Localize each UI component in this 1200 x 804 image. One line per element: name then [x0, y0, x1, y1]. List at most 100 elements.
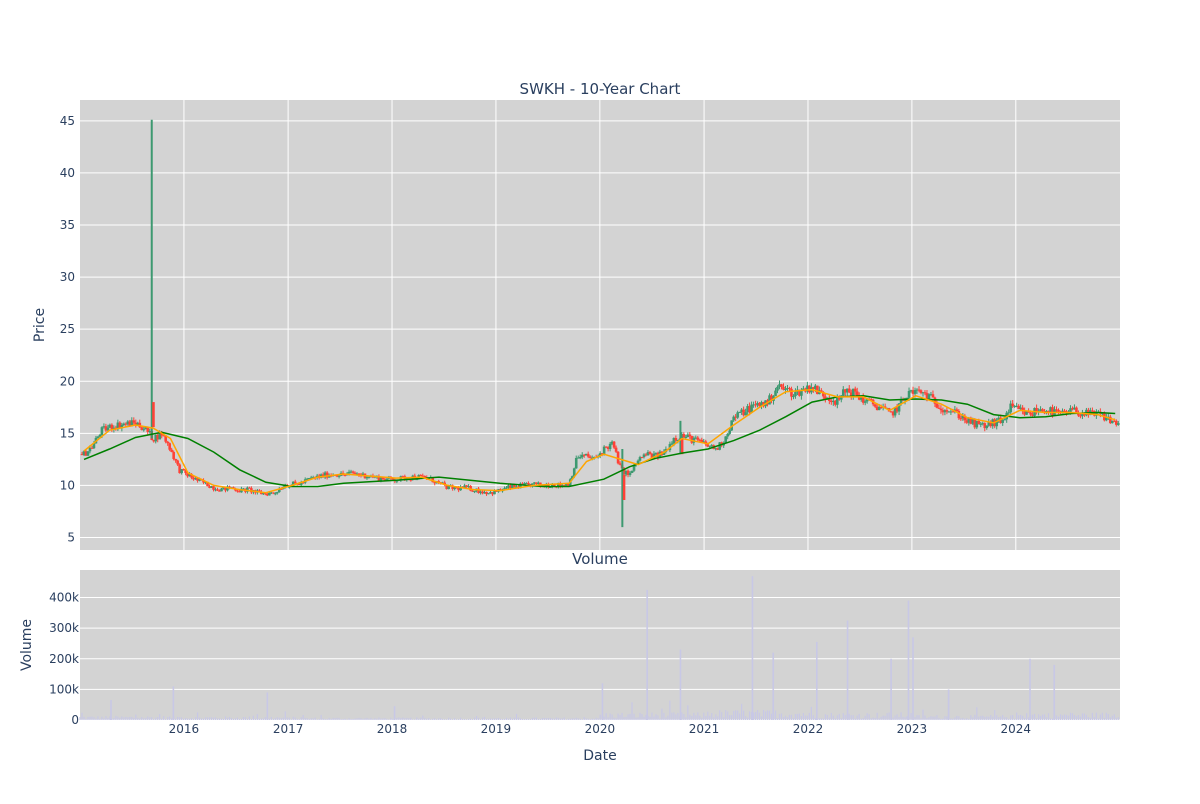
- volume-bar: [556, 717, 557, 720]
- volume-bar: [368, 719, 369, 720]
- volume-bar: [757, 710, 758, 720]
- date-x-tick-label: 2021: [689, 722, 720, 736]
- candle-body: [776, 387, 779, 391]
- volume-bar: [416, 717, 417, 720]
- volume-bar: [833, 716, 834, 720]
- volume-bar: [147, 717, 148, 720]
- volume-bar: [79, 717, 80, 720]
- volume-bar: [512, 719, 513, 720]
- volume-bar: [406, 718, 407, 720]
- candle-body: [527, 483, 530, 484]
- candle-body: [728, 430, 731, 433]
- volume-bar: [799, 713, 800, 720]
- candle-body: [938, 408, 941, 409]
- volume-bar: [239, 719, 240, 720]
- candle-body: [784, 389, 787, 390]
- volume-bar: [827, 715, 828, 720]
- volume-bar: [103, 718, 104, 720]
- volume-bar: [747, 717, 748, 720]
- volume-bar: [257, 714, 258, 720]
- volume-bar: [285, 711, 286, 720]
- volume-bar: [269, 719, 270, 720]
- volume-bar: [498, 718, 499, 720]
- volume-bar: [1116, 718, 1117, 720]
- volume-bar: [1036, 718, 1037, 720]
- volume-bar: [259, 719, 260, 720]
- volume-bar: [279, 718, 280, 720]
- volume-bar: [723, 717, 724, 720]
- volume-bar: [608, 717, 609, 720]
- volume-bar: [143, 718, 144, 720]
- candle-body: [738, 412, 741, 413]
- volume-bar: [1020, 715, 1021, 720]
- volume-bar: [331, 719, 332, 720]
- candle-body: [603, 447, 606, 454]
- volume-bar: [1004, 717, 1005, 720]
- volume-bar: [1078, 715, 1079, 720]
- volume-bar: [215, 717, 216, 720]
- volume-bar: [386, 719, 387, 720]
- volume-bar: [261, 718, 262, 720]
- volume-bar: [309, 719, 310, 720]
- candle-body: [338, 476, 341, 477]
- volume-bar: [685, 717, 686, 720]
- volume-bar: [110, 700, 112, 720]
- volume-bar: [857, 716, 858, 720]
- volume-bar: [892, 718, 893, 720]
- volume-bar: [646, 590, 648, 720]
- price-y-tick-label: 25: [60, 322, 75, 336]
- volume-bar: [1038, 714, 1039, 720]
- volume-bar: [81, 713, 82, 720]
- volume-bar: [303, 715, 304, 720]
- volume-bar: [89, 717, 90, 720]
- volume-bar: [366, 718, 367, 720]
- volume-bar: [807, 716, 808, 720]
- volume-bar: [729, 715, 730, 720]
- volume-bar: [249, 717, 250, 720]
- volume-bar: [717, 716, 718, 720]
- date-x-tick-label: 2024: [1001, 722, 1032, 736]
- volume-bar: [765, 711, 766, 720]
- volume-bar: [97, 716, 98, 720]
- volume-bar: [673, 712, 674, 720]
- volume-bar: [974, 715, 975, 720]
- volume-bar: [376, 719, 377, 720]
- price-axis-title: Price: [32, 308, 48, 342]
- volume-bar: [855, 719, 856, 720]
- volume-bar: [898, 717, 899, 720]
- volume-bar: [793, 718, 794, 720]
- candle-body: [689, 435, 692, 437]
- volume-bar: [237, 718, 238, 720]
- date-axis-title: Date: [583, 748, 616, 764]
- volume-bar: [1028, 717, 1029, 720]
- volume-bar: [446, 719, 447, 720]
- volume-bar: [129, 717, 130, 720]
- candle-body: [174, 459, 177, 461]
- volume-bar: [998, 717, 999, 720]
- volume-bar: [881, 717, 882, 720]
- volume-bar: [1072, 713, 1073, 720]
- volume-bar: [305, 718, 306, 720]
- candle-body: [792, 396, 795, 397]
- volume-bar: [510, 717, 511, 720]
- volume-bar: [695, 715, 696, 720]
- candle-body: [166, 442, 169, 443]
- volume-bar: [213, 718, 214, 720]
- volume-bar: [502, 719, 503, 720]
- volume-bar: [145, 718, 146, 720]
- volume-bar: [277, 717, 278, 720]
- candle-body: [473, 491, 476, 492]
- volume-bar: [225, 716, 226, 720]
- volume-bar: [725, 710, 726, 720]
- volume-bar: [141, 717, 142, 720]
- volume-bar: [811, 707, 812, 720]
- volume-bar: [418, 719, 419, 720]
- candle-body: [575, 458, 578, 468]
- volume-bar: [572, 718, 573, 720]
- volume-bar: [733, 711, 734, 720]
- volume-bar: [606, 713, 607, 720]
- volume-bar: [474, 718, 475, 720]
- volume-bar: [229, 717, 230, 720]
- volume-bar: [731, 715, 732, 720]
